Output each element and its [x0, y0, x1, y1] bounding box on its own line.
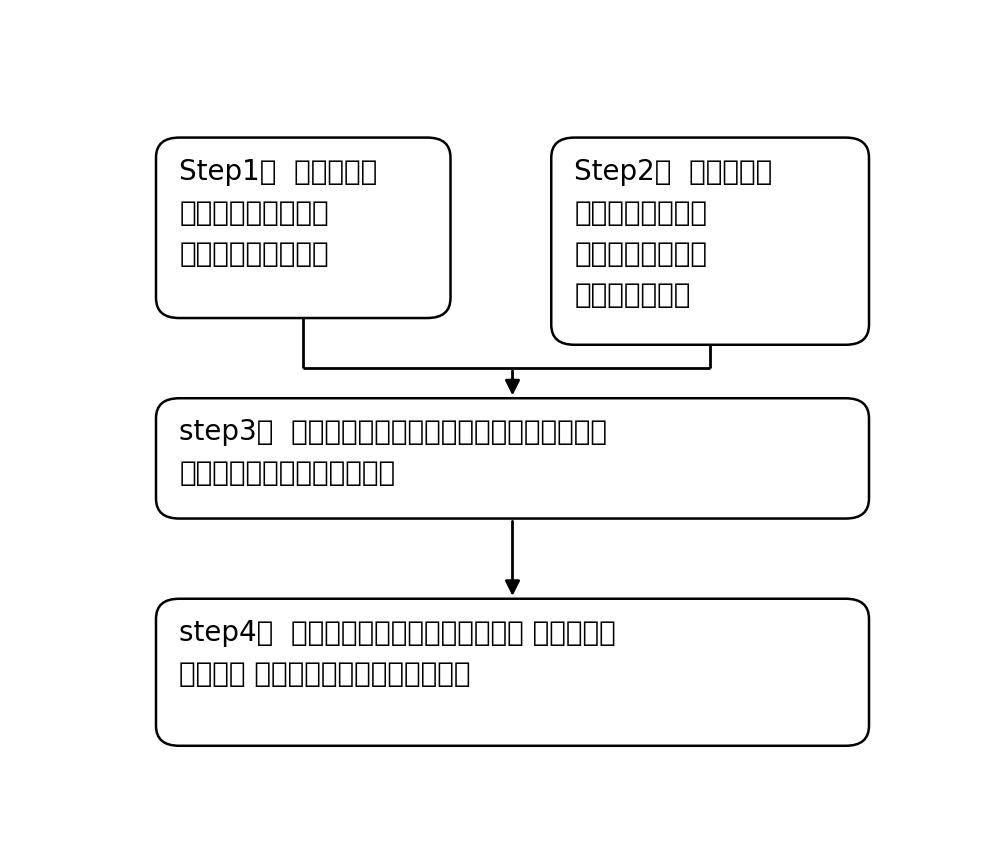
Text: Step1：  基于叠后地
震数据，开展古河道
敏感地震属性提取。: Step1： 基于叠后地 震数据，开展古河道 敏感地震属性提取。 — [179, 158, 378, 268]
Text: step4：  基于河流相控约束的低频模型， 开展叠前地
震反演， 获取古河道储集体弹性参数。: step4： 基于河流相控约束的低频模型， 开展叠前地 震反演， 获取古河道储集… — [179, 619, 616, 688]
Text: step3：  基于均方根振幅属性体和低频模型体构建基
于河流相控约束的低频模型。: step3： 基于均方根振幅属性体和低频模型体构建基 于河流相控约束的低频模型。 — [179, 418, 607, 488]
FancyBboxPatch shape — [156, 398, 869, 518]
FancyBboxPatch shape — [551, 137, 869, 345]
FancyBboxPatch shape — [156, 599, 869, 746]
Text: Step2：  基于测井数
据、层位数据、叠
后地震数据，开展
低频模型构建。: Step2： 基于测井数 据、层位数据、叠 后地震数据，开展 低频模型构建。 — [574, 158, 773, 309]
FancyBboxPatch shape — [156, 137, 450, 318]
